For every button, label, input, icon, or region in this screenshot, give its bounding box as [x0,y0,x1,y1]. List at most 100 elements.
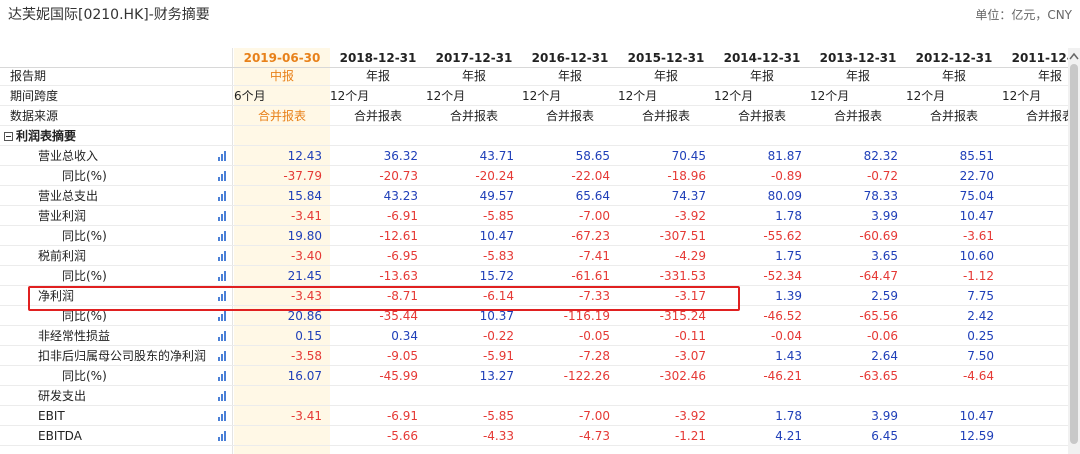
value-cell: -4.29 [674,249,706,263]
value-cell: 49.57 [479,189,514,203]
meta-cell: 合并报表 [257,109,306,123]
row-separator [0,265,1068,266]
value-cell: 2.64 [871,349,898,363]
meta-cell: 年报 [557,69,582,83]
collapse-toggle[interactable] [4,132,13,141]
value-cell: -7.33 [578,289,610,303]
value-cell: -3.92 [674,409,706,423]
row-separator [0,385,1068,386]
value-cell: 19.80 [287,229,322,243]
row-label: 非经常性损益 [38,329,111,343]
column-header: 2019-06-30 [243,51,321,65]
value-cell: -7.00 [578,209,610,223]
value-cell: 1.75 [775,249,802,263]
value-cell: -5.66 [386,429,418,443]
meta-cell: 12个月 [906,89,946,103]
chart-icon[interactable] [218,311,228,321]
chart-icon[interactable] [218,151,228,161]
value-cell: -60.69 [859,229,898,243]
value-cell: -5.91 [482,349,514,363]
meta-cell: 年报 [845,69,870,83]
chart-icon[interactable] [218,331,228,341]
value-cell: -0.22 [482,329,514,343]
value-cell: -63.65 [859,369,898,383]
value-cell: 82.32 [863,149,898,163]
value-cell: -6.14 [482,289,514,303]
value-cell: -0.11 [674,329,706,343]
meta-cell: 年报 [653,69,678,83]
chart-icon[interactable] [218,431,228,441]
value-cell: -4.33 [482,429,514,443]
column-header: 2013-12-31 [819,51,897,65]
row-label: 营业总支出 [38,189,99,203]
row-separator [0,185,1068,186]
value-cell: -0.72 [866,169,898,183]
meta-cell: 12个月 [714,89,754,103]
value-cell: 81.87 [767,149,802,163]
scrollbar[interactable] [1068,48,1080,454]
meta-cell: 12个月 [426,89,466,103]
meta-cell: 合并报表 [833,109,882,123]
value-cell: -22.04 [571,169,610,183]
column-header: 2016-12-31 [531,51,609,65]
value-cell: 3.99 [871,209,898,223]
value-cell: 2.42 [967,309,994,323]
row-separator [0,85,1068,86]
value-cell: 16.07 [287,369,322,383]
value-cell: -5.85 [482,209,514,223]
value-cell: -0.05 [578,329,610,343]
column-header: 2017-12-31 [435,51,513,65]
chart-icon[interactable] [218,351,228,361]
value-cell: -52.34 [763,269,802,283]
section-title: 利润表摘要 [16,129,77,143]
row-label: 期间跨度 [10,89,59,103]
value-cell: 78.33 [863,189,898,203]
label-divider [232,48,233,454]
scroll-up[interactable] [1068,50,1080,64]
meta-cell: 合并报表 [737,109,786,123]
value-cell: -0.06 [866,329,898,343]
chart-icon[interactable] [218,191,228,201]
value-cell: 6.45 [871,429,898,443]
value-cell: -35.44 [379,309,418,323]
value-cell: -122.26 [563,369,610,383]
value-cell: -6.91 [386,409,418,423]
value-cell: 70.45 [671,149,706,163]
value-cell: -1.21 [674,429,706,443]
meta-cell: 6个月 [234,89,266,103]
meta-cell: 合并报表 [1025,109,1068,123]
highlight-box [28,286,740,311]
value-cell: 22.70 [959,169,994,183]
row-label: 研发支出 [38,389,87,403]
value-cell: -64.47 [859,269,898,283]
meta-cell: 合并报表 [449,109,498,123]
chart-icon[interactable] [218,291,228,301]
scroll-thumb[interactable] [1070,64,1078,444]
row-separator [0,405,1068,406]
value-cell: -20.24 [475,169,514,183]
value-cell: -20.73 [379,169,418,183]
chart-icon[interactable] [218,251,228,261]
chart-icon[interactable] [218,411,228,421]
value-cell: -6.91 [386,209,418,223]
chart-icon[interactable] [218,271,228,281]
row-separator [0,125,1068,126]
value-cell: -7.41 [578,249,610,263]
chart-icon[interactable] [218,231,228,241]
header-separator [0,67,1068,68]
value-cell: 74.37 [671,189,706,203]
meta-cell: 年报 [749,69,774,83]
chart-icon[interactable] [218,391,228,401]
row-label: 数据来源 [10,109,59,123]
value-cell: 43.23 [383,189,418,203]
chart-icon[interactable] [218,211,228,221]
row-separator [0,425,1068,426]
value-cell: -8.71 [386,289,418,303]
chart-icon[interactable] [218,171,228,181]
row-label: 同比(%) [62,269,107,283]
value-cell: 12.43 [287,149,322,163]
meta-cell: 12个月 [618,89,658,103]
chart-icon[interactable] [218,371,228,381]
value-cell: -65.56 [859,309,898,323]
value-cell: 7.75 [967,289,994,303]
